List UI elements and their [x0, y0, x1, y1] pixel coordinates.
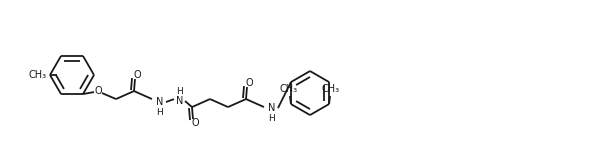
Text: N: N — [156, 97, 164, 107]
Text: CH₃: CH₃ — [322, 84, 340, 94]
Text: H: H — [269, 114, 275, 123]
Text: CH₃: CH₃ — [280, 84, 298, 94]
Text: CH₃: CH₃ — [29, 70, 47, 80]
Text: O: O — [245, 78, 253, 88]
Text: O: O — [191, 118, 199, 128]
Text: N: N — [176, 96, 184, 106]
Text: H: H — [177, 87, 183, 96]
Text: H: H — [156, 108, 164, 117]
Text: N: N — [268, 103, 276, 113]
Text: O: O — [133, 70, 141, 80]
Text: O: O — [94, 86, 102, 96]
